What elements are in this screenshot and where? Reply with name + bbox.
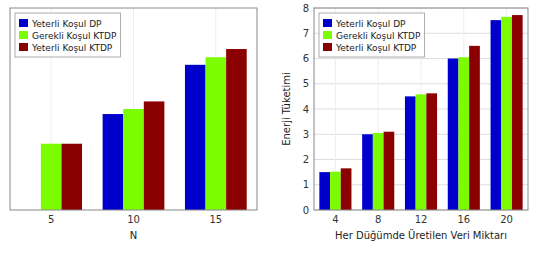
bar xyxy=(103,114,124,210)
y-tick-label: 8 xyxy=(303,3,309,14)
x-tick-label: 16 xyxy=(457,214,470,225)
y-tick-label: 0 xyxy=(303,205,309,216)
y-tick-label: 3 xyxy=(303,129,309,140)
bar xyxy=(144,101,165,210)
plot-background xyxy=(314,8,528,210)
bar xyxy=(448,59,459,211)
legend-label: Gerekli Koşul KTDP xyxy=(32,31,117,41)
x-tick-label: 8 xyxy=(375,214,381,225)
panel: 5 10 15 N Yeterli Koşul DP Gerekli Koşul KTDP… xyxy=(10,8,257,241)
x-tick-label: 10 xyxy=(127,214,140,225)
y-tick-label: 5 xyxy=(303,78,309,89)
y-axis-label: Enerji Tüketimi xyxy=(281,72,292,146)
bar xyxy=(512,15,523,210)
legend: Yeterli Koşul DP Gerekli Koşul KTDP Yeterl… xyxy=(319,13,424,57)
x-axis-label: Her Düğümde Üretilen Veri Miktarı xyxy=(335,229,507,241)
legend-label: Yeterli Koşul DP xyxy=(31,19,102,29)
legend-swatch xyxy=(19,31,28,39)
y-tick-label: 2 xyxy=(303,154,309,165)
plot-background xyxy=(10,8,257,210)
bar xyxy=(373,133,384,210)
x-tick-label: 20 xyxy=(500,214,513,225)
panel: 48121620012345678Her Düğümde Üretilen Ve… xyxy=(281,3,528,242)
bar xyxy=(41,144,62,210)
legend-swatch xyxy=(323,31,332,39)
y-tick-label: 1 xyxy=(303,179,309,190)
bar xyxy=(341,168,352,210)
legend-swatch xyxy=(323,43,332,51)
bar xyxy=(319,172,330,210)
legend-box xyxy=(319,13,424,57)
bar xyxy=(469,46,480,210)
plot-frame xyxy=(10,8,257,210)
bar xyxy=(61,144,82,210)
legend-swatch xyxy=(323,19,332,27)
legend-box xyxy=(15,13,120,57)
y-tick-label: 6 xyxy=(303,53,309,64)
legend-label: Yeterli Koşul DP xyxy=(335,19,406,29)
plot-frame xyxy=(314,8,528,210)
bars xyxy=(41,49,247,210)
legend-label: Yeterli Koşul KTDP xyxy=(335,43,417,53)
x-tick-label: 15 xyxy=(209,214,222,225)
bar xyxy=(426,93,437,210)
legend-swatch xyxy=(19,43,28,51)
x-tick-label: 12 xyxy=(415,214,428,225)
x-tick-label: 5 xyxy=(48,214,54,225)
legend-swatch xyxy=(19,19,28,27)
y-tick-label: 7 xyxy=(303,28,309,39)
legend-label: Gerekli Koşul KTDP xyxy=(336,31,421,41)
chart-root: 51015NYeterli Koşul DPGerekli Koşul KTDP… xyxy=(0,0,537,254)
x-axis-label: N xyxy=(130,230,137,241)
bar xyxy=(123,109,144,210)
bar xyxy=(405,96,416,210)
bar xyxy=(330,172,341,210)
y-tick-label: 4 xyxy=(303,104,309,115)
legend-label: Yeterli Koşul KTDP xyxy=(31,43,113,53)
bar xyxy=(362,134,373,210)
bar xyxy=(226,49,247,210)
bar xyxy=(501,17,512,210)
bar xyxy=(416,94,427,210)
x-tick-label: 4 xyxy=(332,214,338,225)
legend: Yeterli Koşul DP Gerekli Koşul KTDP Yeterl… xyxy=(15,13,120,57)
bar xyxy=(185,65,206,210)
bar xyxy=(491,20,502,210)
bar xyxy=(206,57,227,210)
bar xyxy=(384,132,395,210)
bar xyxy=(458,57,469,210)
